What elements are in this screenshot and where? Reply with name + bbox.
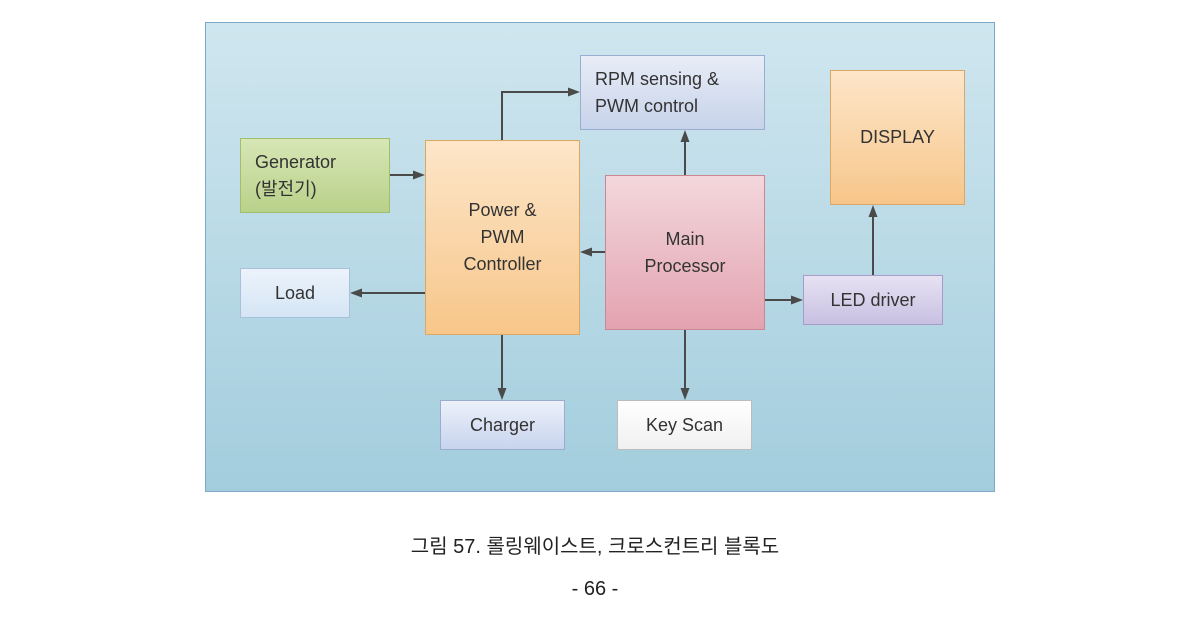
node-charger: Charger (440, 400, 565, 450)
figure-caption: 그림 57. 롤링웨이스트, 크로스컨트리 블록도 (0, 530, 1190, 559)
node-main-proc: Main Processor (605, 175, 765, 330)
node-load: Load (240, 268, 350, 318)
node-led-driver: LED driver (803, 275, 943, 325)
node-keyscan: Key Scan (617, 400, 752, 450)
node-display: DISPLAY (830, 70, 965, 205)
page-number: - 66 - (0, 578, 1190, 601)
node-rpm: RPM sensing & PWM control (580, 55, 765, 130)
node-generator: Generator (발전기) (240, 138, 390, 213)
node-power-pwm: Power & PWM Controller (425, 140, 580, 335)
